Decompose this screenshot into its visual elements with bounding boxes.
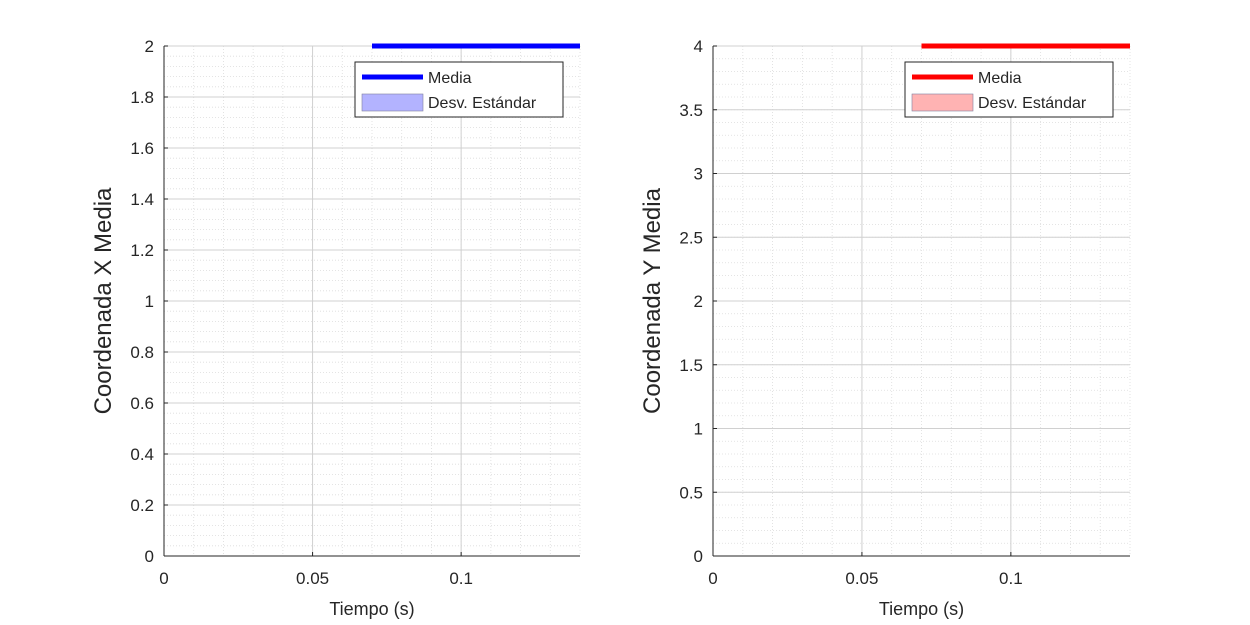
y-tick-label: 1 xyxy=(694,420,703,439)
y-tick-label: 2 xyxy=(694,292,703,311)
y-tick-label: 0 xyxy=(694,547,703,566)
x-tick-label: 0.05 xyxy=(845,569,878,588)
y-tick-label: 4 xyxy=(694,37,703,56)
y-tick-label: 1.2 xyxy=(130,241,154,260)
y-tick-label: 1 xyxy=(145,292,154,311)
y-tick-label: 1.8 xyxy=(130,88,154,107)
subplot-2: 0 0.05 0.1 0 0.5 1 1.5 2 2.5 3 3.5 4 Tiempo (s) Coord… xyxy=(639,37,1131,619)
y-tick-label: 2.5 xyxy=(679,228,703,247)
y-tick-label: 2 xyxy=(145,37,154,56)
x-tick-label: 0.1 xyxy=(999,569,1023,588)
y-tick-label: 0.8 xyxy=(130,343,154,362)
y-tick-label: 0.5 xyxy=(679,483,703,502)
y-tick-label: 3 xyxy=(694,165,703,184)
y-tick-label: 0 xyxy=(145,547,154,566)
y-axis-label: Coordenada X Media xyxy=(90,187,117,414)
legend-label: Media xyxy=(428,70,472,87)
legend: Media Desv. Estándar xyxy=(354,61,564,118)
y-tick-label: 1.6 xyxy=(130,139,154,158)
legend-label: Media xyxy=(978,70,1022,87)
x-tick-label: 0 xyxy=(159,569,168,588)
grid xyxy=(712,45,1131,557)
legend-label: Desv. Estándar xyxy=(978,95,1087,112)
legend: Media Desv. Estándar xyxy=(904,61,1114,118)
y-axis-label: Coordenada Y Media xyxy=(639,187,666,414)
x-tick-label: 0 xyxy=(708,569,717,588)
y-tick-label: 1.5 xyxy=(679,356,703,375)
x-tick-label: 0.1 xyxy=(449,569,473,588)
subplot-1: 0 0.05 0.1 0 0.2 0.4 0.6 0.8 1 1.2 1.4 1.6 1.8 2 Tiemp… xyxy=(90,37,581,619)
legend-label: Desv. Estándar xyxy=(428,95,537,112)
x-axis-label: Tiempo (s) xyxy=(329,599,414,619)
legend-swatch-band xyxy=(361,93,424,112)
y-tick-label: 0.2 xyxy=(130,496,154,515)
x-axis-label: Tiempo (s) xyxy=(879,599,964,619)
y-tick-label: 1.4 xyxy=(130,190,154,209)
legend-swatch-band xyxy=(911,93,974,112)
y-tick-label: 0.4 xyxy=(130,445,154,464)
y-tick-label: 0.6 xyxy=(130,394,154,413)
y-tick-label: 3.5 xyxy=(679,101,703,120)
x-tick-label: 0.05 xyxy=(296,569,329,588)
